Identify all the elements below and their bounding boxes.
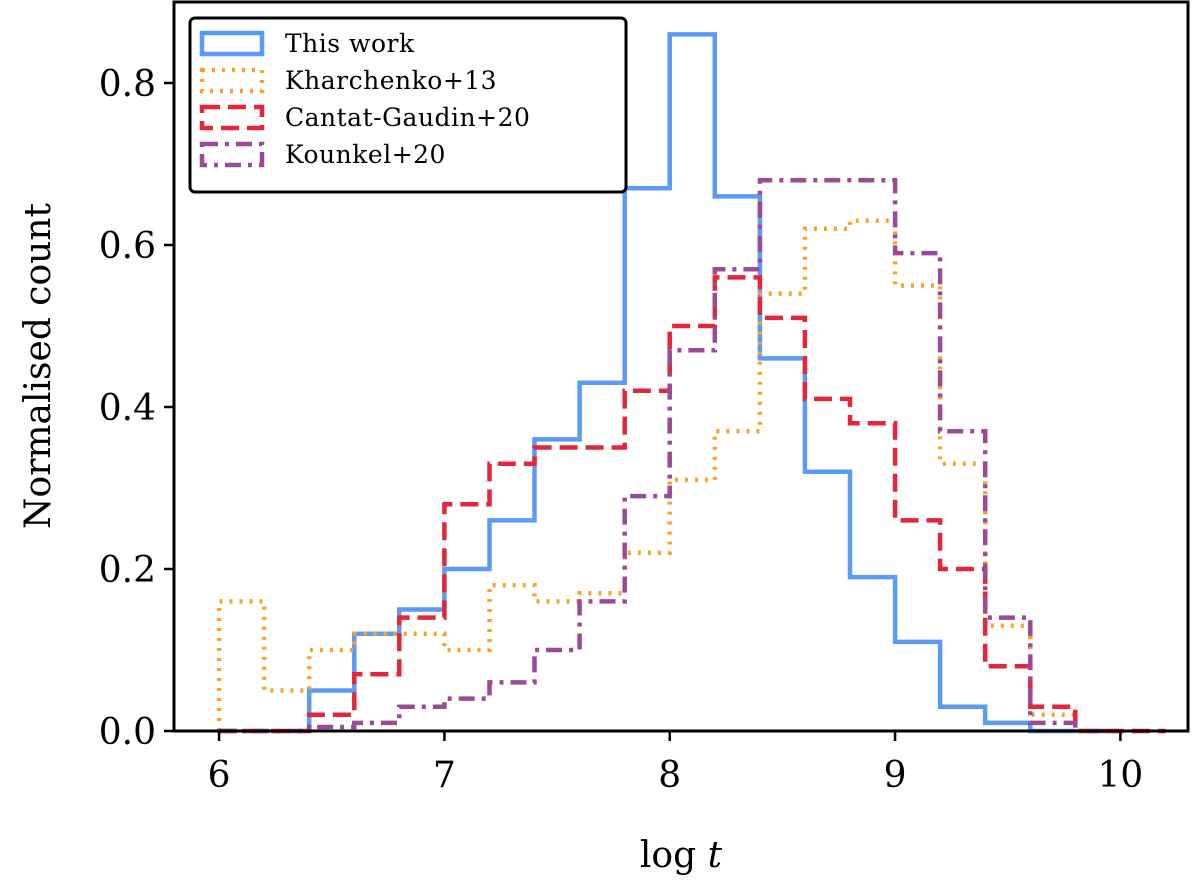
y-tick-label: 0.8 xyxy=(99,64,156,105)
y-axis-ticks: 0.0 0.2 0.4 0.6 0.8 xyxy=(99,64,174,753)
legend-swatch-2 xyxy=(199,104,265,131)
y-axis-label: Normalised count xyxy=(18,202,59,528)
legend: This work Kharchenko+13 Cantat-Gaudin+20 Ko… xyxy=(188,16,628,194)
legend-swatch-0 xyxy=(199,30,265,57)
series-line-0 xyxy=(306,32,1076,734)
y-tick-label: 0.2 xyxy=(99,550,156,591)
x-axis-label-var: t xyxy=(708,835,723,876)
x-tick-label: 10 xyxy=(1097,755,1143,796)
legend-box xyxy=(188,16,628,194)
x-tick-label: 7 xyxy=(433,755,456,796)
legend-label-1: Kharchenko+13 xyxy=(285,66,497,95)
series-line-3 xyxy=(219,177,1121,734)
x-tick-label: 9 xyxy=(884,755,907,796)
x-axis-label-text: log xyxy=(640,835,696,876)
x-axis-ticks: 6 7 8 9 10 xyxy=(208,731,1143,796)
legend-label-0: This work xyxy=(285,29,415,58)
y-tick-label: 0.4 xyxy=(99,388,156,429)
legend-items: This work Kharchenko+13 Cantat-Gaudin+20 Ko… xyxy=(199,29,530,169)
legend-swatch-3 xyxy=(199,141,265,168)
series-layer xyxy=(216,32,1166,734)
x-axis-label: log t xyxy=(640,835,723,876)
legend-swatch-1 xyxy=(199,67,265,94)
series-line-1 xyxy=(216,218,1121,734)
series-line-2 xyxy=(219,275,1166,734)
legend-label-3: Kounkel+20 xyxy=(285,140,446,169)
y-tick-label: 0.6 xyxy=(99,226,156,267)
x-tick-label: 8 xyxy=(658,755,681,796)
plot-frame xyxy=(172,0,1190,733)
legend-label-2: Cantat-Gaudin+20 xyxy=(285,103,530,132)
y-tick-label: 0.0 xyxy=(99,712,156,753)
x-tick-label: 6 xyxy=(208,755,231,796)
